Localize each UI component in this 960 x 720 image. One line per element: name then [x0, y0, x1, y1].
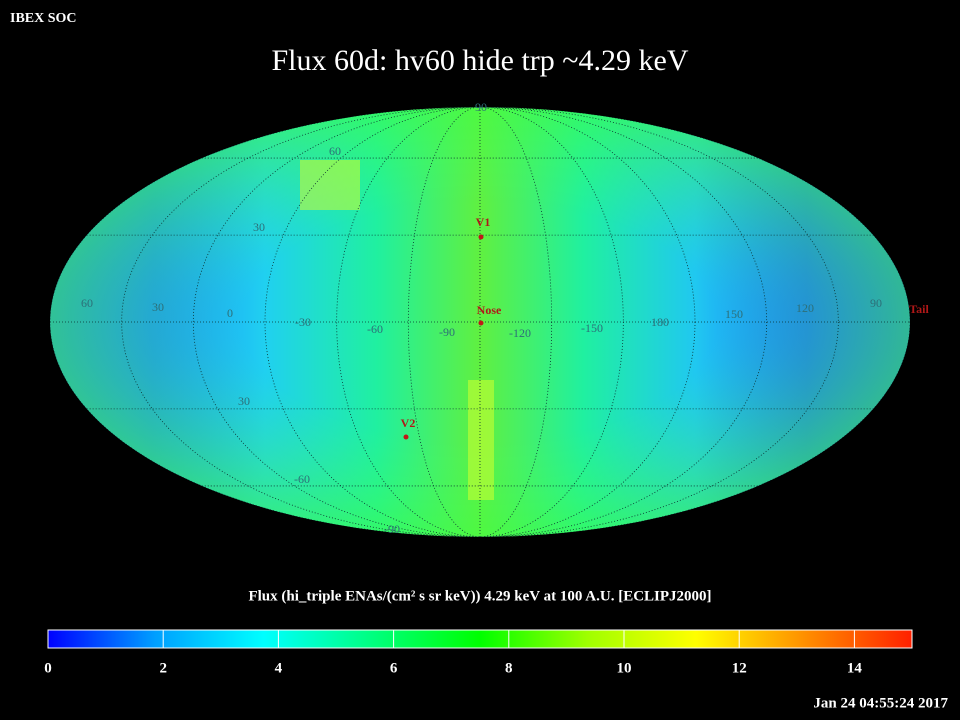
colorbar-tick-label: 4 — [275, 660, 283, 676]
marker-label: V1 — [476, 215, 491, 229]
grid-label: 0 — [227, 306, 233, 320]
grid-label: -120 — [509, 326, 531, 340]
meridian — [121, 107, 839, 537]
colorbar-tick-label: 12 — [732, 660, 747, 676]
grid-label: -90 — [384, 522, 400, 536]
grid-label: 60 — [329, 144, 341, 158]
grid-label: 30 — [238, 394, 250, 408]
grid-label: 30 — [253, 220, 265, 234]
colorbar-tick-label: 6 — [390, 660, 398, 676]
grid-label: -60 — [294, 472, 310, 486]
timestamp: Jan 24 04:55:24 2017 — [813, 695, 948, 711]
grid-label: 30 — [152, 300, 164, 314]
marker-dot — [403, 434, 409, 440]
colorbar: 0 2 4 6 8 10 12 14 — [44, 629, 913, 676]
title: Flux 60d: hv60 hide trp ~4.29 keV — [271, 44, 688, 77]
marker-label: Nose — [477, 303, 502, 317]
colorbar-tick-label: 10 — [617, 660, 632, 676]
map-feature — [300, 160, 360, 210]
grid-label: 90 — [870, 296, 882, 310]
marker-dot — [478, 234, 484, 240]
colorbar-tick-label: 2 — [159, 660, 167, 676]
colorbar-tick-label: 14 — [847, 660, 863, 676]
meridian — [192, 107, 768, 537]
marker-dot — [478, 320, 484, 326]
grid-label: -150 — [581, 321, 603, 335]
grid-label: -60 — [367, 322, 383, 336]
colorbar-label: Flux (hi_triple ENAs/(cm² s sr keV)) 4.2… — [248, 588, 711, 604]
map-feature — [468, 380, 494, 500]
marker-label: Tail — [909, 302, 929, 316]
grid-label: -30 — [295, 315, 311, 329]
grid-label: 120 — [796, 301, 814, 315]
grid-label: 150 — [725, 307, 743, 321]
grid-labels: 90 60 30 60 30 0 -30 -60 -90 -120 -150 1… — [81, 100, 882, 536]
grid-label: 90 — [475, 100, 487, 114]
grid-label: 60 — [81, 296, 93, 310]
header: IBEX SOC — [10, 11, 77, 26]
grid-label: -90 — [439, 325, 455, 339]
colorbar-tick-label: 8 — [505, 660, 513, 676]
colorbar-fill — [47, 629, 913, 649]
marker-label: V2 — [401, 416, 416, 430]
grid-label: 180 — [651, 315, 669, 329]
markers: V1 Nose V2 Tail — [401, 215, 929, 440]
colorbar-tick-label: 0 — [44, 660, 52, 676]
